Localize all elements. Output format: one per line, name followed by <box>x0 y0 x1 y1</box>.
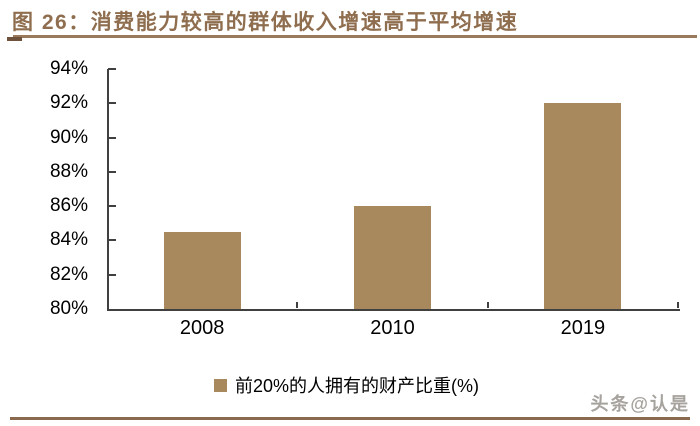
bar-2019 <box>544 103 622 309</box>
title-divider <box>13 35 697 38</box>
plot-area <box>107 69 680 311</box>
y-axis-tick-label: 90% <box>49 126 88 148</box>
y-axis-tick-label: 92% <box>49 92 88 114</box>
x-axis-tick-label: 2010 <box>370 317 415 339</box>
bar-2010 <box>354 206 431 309</box>
x-axis-tick <box>486 302 489 308</box>
y-axis-tick <box>108 102 116 105</box>
y-axis-tick-label: 94% <box>49 58 88 79</box>
y-axis-tick <box>108 136 116 139</box>
y-axis-tick <box>108 239 116 242</box>
watermark: 头条@认是 <box>590 394 690 414</box>
legend: 前20%的人拥有的财产比重(%) <box>214 372 479 398</box>
legend-swatch-icon <box>214 378 227 392</box>
y-axis-tick-label: 88% <box>49 160 88 182</box>
x-axis-tick <box>296 302 299 308</box>
y-axis-tick <box>108 273 116 276</box>
y-axis-tick <box>108 205 116 208</box>
y-axis-tick-label: 84% <box>49 229 88 251</box>
y-axis-tick-label: 80% <box>49 298 88 319</box>
legend-label: 前20%的人拥有的财产比重(%) <box>235 376 480 396</box>
y-axis-tick-label: 82% <box>49 263 88 285</box>
figure-title: 图 26：消费能力较高的群体收入增速高于平均增速 <box>12 11 519 34</box>
bottom-divider <box>10 417 690 420</box>
x-axis-tick-label: 2008 <box>179 317 225 339</box>
y-axis-tick-label: 86% <box>49 195 88 217</box>
y-axis-tick <box>108 170 116 173</box>
x-axis-tick-label: 2019 <box>560 317 606 339</box>
bar-2008 <box>163 231 241 309</box>
y-axis-tick <box>108 68 116 70</box>
title-divider-accent <box>7 37 22 41</box>
x-axis-tick <box>677 302 679 308</box>
